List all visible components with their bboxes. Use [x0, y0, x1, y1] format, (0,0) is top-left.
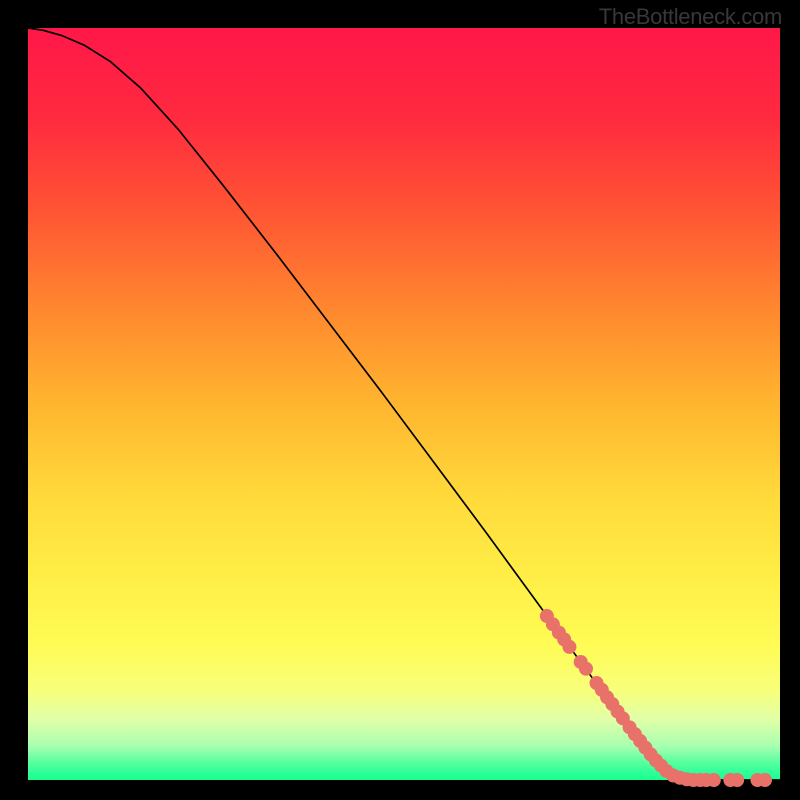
curve-line [28, 28, 780, 780]
data-marker [579, 662, 593, 676]
watermark-text: TheBottleneck.com [599, 4, 782, 30]
data-marker [758, 773, 772, 787]
data-marker [707, 773, 721, 787]
data-marker [730, 773, 744, 787]
chart-svg [0, 0, 800, 800]
data-marker [562, 640, 576, 654]
